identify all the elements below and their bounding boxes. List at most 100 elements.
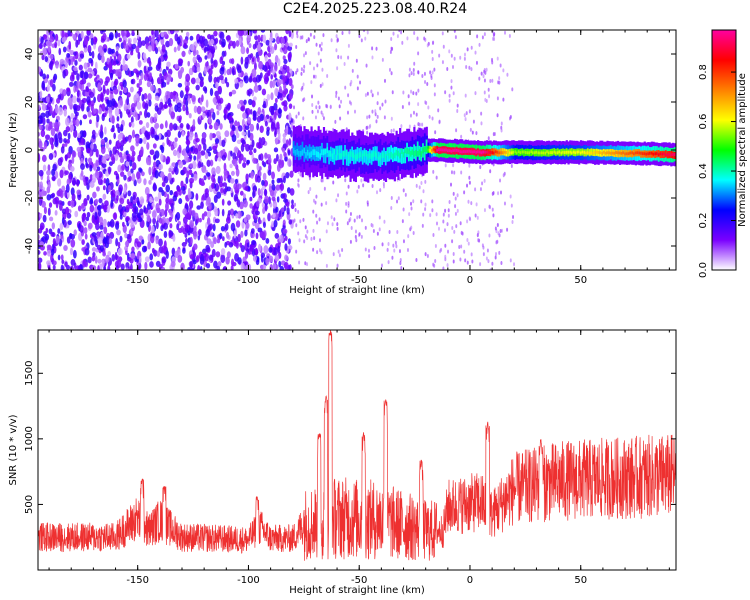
heatmap-noise-cell [144, 186, 150, 196]
heatmap-signal-cell [493, 151, 496, 155]
heatmap-y-tick-label: -40 [24, 238, 35, 254]
heatmap-signal-cell [533, 151, 536, 155]
heatmap-noise-cell [87, 110, 92, 118]
heatmap-faint-cell [304, 261, 307, 266]
heatmap-noise-cell [165, 40, 171, 48]
heatmap-noise-cell [242, 199, 248, 208]
heatmap-noise-cell [90, 143, 94, 150]
heatmap-noise-cell [204, 253, 210, 262]
heatmap-faint-cell [413, 30, 416, 35]
heatmap-noise-cell [214, 90, 220, 97]
heatmap-faint-cell [345, 191, 348, 196]
heatmap-faint-cell [476, 233, 479, 238]
heatmap-signal-cell [602, 150, 606, 154]
heatmap-noise-cell [113, 212, 118, 221]
heatmap-faint-cell [412, 110, 415, 115]
heatmap-noise-cell [190, 77, 196, 85]
heatmap-faint-cell [366, 130, 369, 135]
heatmap-noise-cell [136, 171, 141, 180]
heatmap-faint-cell [466, 238, 469, 243]
heatmap-noise-cell [59, 202, 63, 211]
heatmap-noise-cell [50, 253, 54, 263]
heatmap-noise-cell [270, 108, 275, 116]
heatmap-noise-cell [88, 57, 93, 64]
heatmap-noise-cell [80, 30, 84, 39]
heatmap-noise-cell [100, 145, 106, 155]
heatmap-faint-cell [424, 202, 427, 207]
heatmap-faint-cell [489, 78, 492, 83]
heatmap-noise-cell [74, 86, 79, 92]
heatmap-faint-cell [486, 248, 489, 253]
heatmap-noise-cell [66, 138, 70, 144]
heatmap-faint-cell [295, 249, 298, 254]
heatmap-noise-cell [55, 104, 59, 114]
heatmap-signal-cell [618, 151, 622, 155]
heatmap-faint-cell [372, 229, 375, 234]
heatmap-faint-cell [330, 215, 333, 220]
heatmap-signal-cell [358, 152, 361, 159]
heatmap-noise-cell [264, 120, 268, 127]
heatmap-faint-cell [410, 71, 413, 76]
heatmap-noise-cell [96, 186, 100, 192]
heatmap-noise-cell [76, 146, 81, 153]
heatmap-noise-cell [42, 214, 47, 223]
heatmap-faint-cell [491, 207, 494, 212]
heatmap-noise-cell [233, 230, 237, 239]
heatmap-faint-cell [364, 247, 367, 252]
heatmap-noise-cell [235, 213, 239, 219]
heatmap-noise-cell [77, 133, 81, 139]
heatmap-signal-cell [524, 151, 528, 154]
heatmap-faint-cell [371, 184, 374, 189]
heatmap-signal-cell [620, 151, 623, 155]
heatmap-signal-cell [450, 149, 453, 153]
heatmap-noise-cell [154, 95, 159, 101]
heatmap-faint-cell [399, 261, 402, 266]
heatmap-faint-cell [475, 202, 478, 207]
heatmap-signal-cell [379, 154, 382, 161]
heatmap-faint-cell [404, 192, 407, 197]
heatmap-noise-cell [40, 112, 46, 118]
heatmap-noise-cell [205, 244, 210, 252]
heatmap-noise-cell [68, 40, 72, 50]
heatmap-faint-cell [491, 78, 494, 83]
heatmap-noise-cell [166, 193, 170, 203]
heatmap-faint-cell [311, 94, 314, 99]
heatmap-noise-cell [284, 254, 289, 262]
heatmap-signal-cell [333, 148, 336, 155]
heatmap-faint-cell [378, 227, 381, 232]
heatmap-noise-cell [227, 200, 232, 206]
heatmap-signal-cell [625, 152, 629, 156]
heatmap-noise-cell [139, 86, 143, 93]
heatmap-noise-cell [136, 241, 142, 248]
heatmap-faint-cell [424, 252, 427, 257]
heatmap-noise-cell [268, 196, 271, 205]
heatmap-noise-cell [38, 169, 44, 177]
heatmap-noise-cell [288, 93, 293, 100]
heatmap-noise-cell [196, 66, 201, 73]
heatmap-noise-cell [258, 219, 262, 225]
heatmap-faint-cell [504, 30, 507, 35]
heatmap-noise-cell [232, 40, 236, 49]
heatmap-noise-cell [114, 251, 118, 261]
heatmap-noise-cell [248, 144, 254, 151]
heatmap-faint-cell [398, 30, 401, 33]
heatmap-signal-cell [386, 149, 389, 156]
heatmap-noise-cell [217, 86, 222, 94]
heatmap-noise-cell [173, 46, 177, 53]
heatmap-signal-cell [480, 151, 483, 155]
heatmap-signal-cell [562, 150, 565, 154]
heatmap-noise-cell [225, 35, 231, 41]
heatmap-noise-cell [185, 31, 190, 37]
heatmap-faint-cell [316, 220, 319, 225]
heatmap-noise-cell [286, 206, 290, 215]
heatmap-noise-cell [46, 169, 52, 176]
heatmap-faint-cell [337, 96, 340, 101]
heatmap-noise-cell [282, 228, 288, 234]
heatmap-noise-cell [249, 109, 253, 115]
heatmap-noise-cell [287, 52, 292, 60]
heatmap-noise-cell [190, 146, 194, 152]
heatmap-signal-cell [319, 146, 322, 161]
heatmap-faint-cell [399, 257, 402, 262]
heatmap-faint-cell [485, 67, 488, 72]
heatmap-noise-cell [215, 95, 221, 101]
